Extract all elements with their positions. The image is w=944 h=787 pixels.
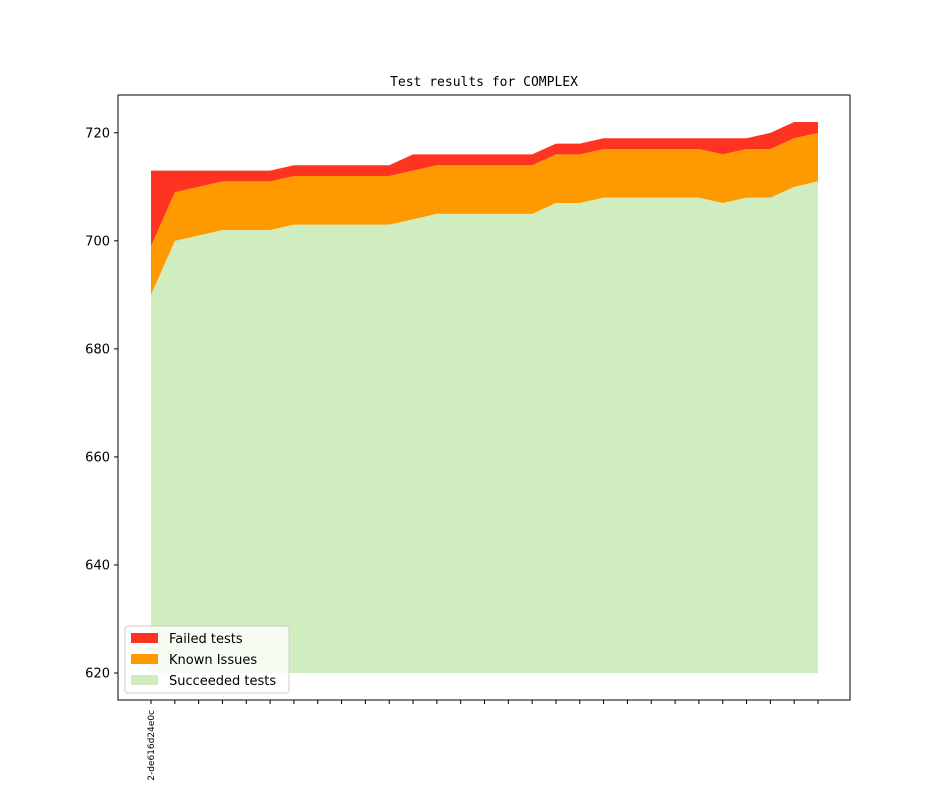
chart-title: Test results for COMPLEX	[390, 75, 578, 90]
x-axis: 2-de616d24e0c	[147, 700, 819, 781]
y-tick-label: 620	[85, 666, 110, 681]
x-tick-label: 2-de616d24e0c	[147, 710, 157, 781]
y-tick-label: 660	[85, 450, 110, 465]
legend-swatch-succeeded-tests	[131, 675, 158, 685]
legend: Failed tests Known Issues Succeeded tests	[124, 625, 290, 694]
areas-layer	[151, 122, 818, 673]
y-tick-label: 720	[85, 126, 110, 141]
legend-swatch-known-issues	[131, 654, 158, 664]
legend-box	[124, 625, 290, 694]
y-tick-label: 680	[85, 342, 110, 357]
legend-label-known-issues: Known Issues	[169, 653, 257, 668]
y-tick-label: 640	[85, 558, 110, 573]
legend-label-succeeded-tests: Succeeded tests	[169, 674, 276, 689]
y-tick-label: 700	[85, 234, 110, 249]
legend-swatch-failed-tests	[131, 633, 158, 643]
legend-label-failed-tests: Failed tests	[169, 632, 243, 647]
y-axis: 620 640 660 680 700 720	[85, 126, 118, 681]
area-succeeded-tests	[151, 181, 818, 673]
area-known-issues	[151, 132, 818, 295]
